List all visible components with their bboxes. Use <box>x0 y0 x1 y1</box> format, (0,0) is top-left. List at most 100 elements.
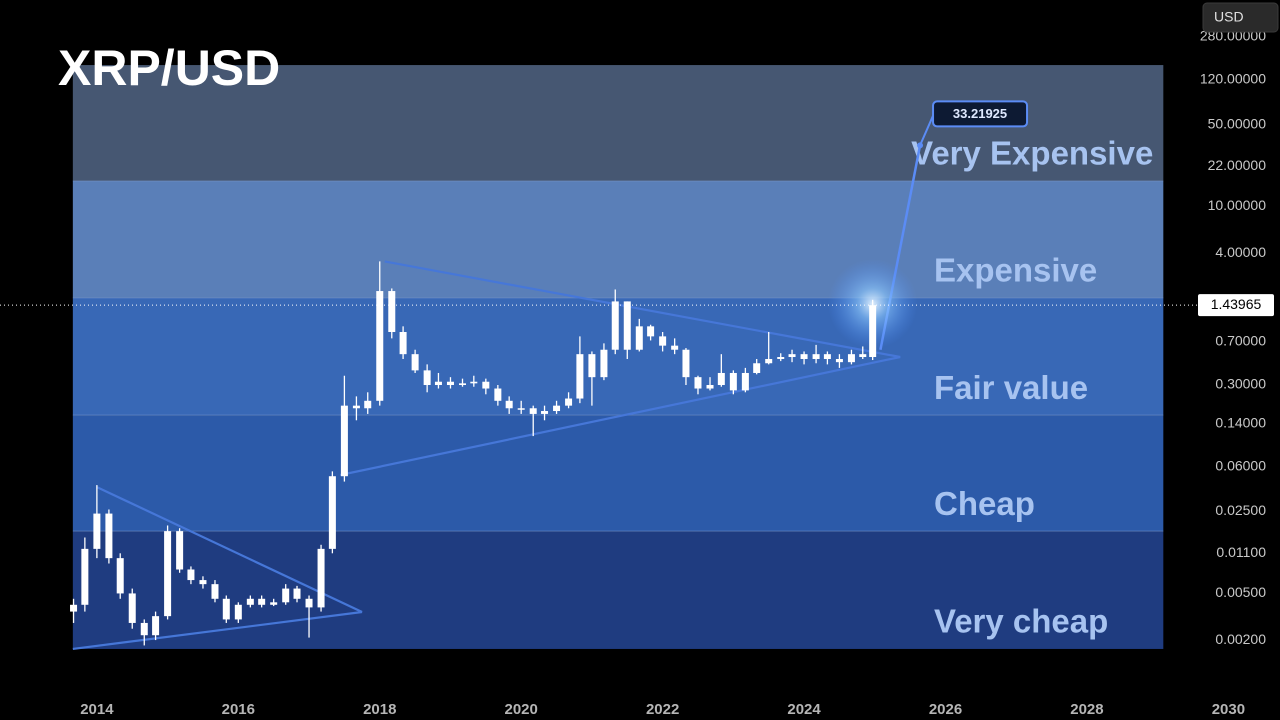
candle-body <box>800 354 808 360</box>
candle-body <box>270 602 278 605</box>
price-label: 1.43965 <box>1211 296 1262 312</box>
y-tick-label: 0.01100 <box>1216 544 1266 560</box>
candle-body <box>399 331 407 355</box>
candle-body <box>234 604 242 620</box>
y-tick-label: 4.00000 <box>1215 244 1266 260</box>
candle-body <box>694 377 702 389</box>
y-tick-label: 0.06000 <box>1215 458 1266 474</box>
candle-body <box>494 388 502 401</box>
candle-body <box>600 349 608 378</box>
candle-body <box>717 372 725 386</box>
candle-body <box>376 291 384 401</box>
y-tick-label: 0.00500 <box>1215 584 1266 600</box>
candle-body <box>777 357 785 360</box>
y-tick-label: 0.02500 <box>1215 502 1266 518</box>
candle-body <box>788 354 796 358</box>
trendline <box>384 260 901 359</box>
candle-body <box>434 381 442 386</box>
y-tick-label: 120.00000 <box>1200 71 1266 87</box>
candle-body <box>423 370 431 386</box>
y-tick-label: 10.00000 <box>1208 197 1267 213</box>
candle-body <box>81 548 89 605</box>
currency-button-bg[interactable] <box>1202 2 1279 33</box>
callout-box <box>932 100 1029 128</box>
candle-body <box>411 354 419 371</box>
candle-body <box>293 588 301 599</box>
valuation-band <box>72 531 1164 649</box>
y-tick-label: 0.14000 <box>1215 415 1266 431</box>
candle-body <box>282 588 290 603</box>
candle-body <box>565 398 573 406</box>
candle-body <box>105 513 113 559</box>
candle-body <box>588 354 596 378</box>
candle-body <box>541 411 549 414</box>
currency-button[interactable]: USD <box>1202 2 1279 33</box>
candle-body <box>199 580 207 585</box>
x-tick-label: 2030 <box>1212 701 1245 718</box>
currency-button-label[interactable]: USD <box>1214 9 1244 25</box>
band-label: Cheap <box>934 485 1035 522</box>
candle-body <box>93 513 101 549</box>
candle-body <box>847 354 855 363</box>
valuation-band <box>72 181 1164 298</box>
candle-body <box>671 345 679 350</box>
candle-body <box>823 354 831 360</box>
candle-body <box>835 359 843 363</box>
candle-body <box>258 598 266 605</box>
band-label: Expensive <box>934 252 1097 289</box>
callout-leader <box>919 113 935 146</box>
candle-body <box>741 372 749 391</box>
x-tick-label: 2018 <box>363 701 396 718</box>
x-tick-label: 2024 <box>787 701 821 718</box>
candle-body <box>706 385 714 389</box>
candle-body <box>859 354 867 358</box>
x-tick-label: 2022 <box>646 701 679 718</box>
x-tick-label: 2020 <box>505 701 538 718</box>
chart-title: XRP/USD <box>58 40 280 96</box>
candle-body <box>446 381 454 386</box>
candle-body <box>765 359 773 364</box>
candle-body <box>812 354 820 360</box>
candle-body <box>505 400 513 409</box>
x-tick-label: 2016 <box>222 701 255 718</box>
candle-body <box>364 400 372 409</box>
candle-body <box>152 616 160 636</box>
y-tick-label: 0.30000 <box>1215 376 1266 392</box>
candle-body <box>682 349 690 378</box>
candle-body <box>470 381 478 384</box>
band-label: Very Expensive <box>911 135 1153 172</box>
candle-body <box>211 584 219 599</box>
candle-body <box>352 405 360 409</box>
candle-body <box>611 301 619 350</box>
x-tick-label: 2014 <box>80 701 114 718</box>
candle-body <box>529 408 537 414</box>
candle-body <box>317 548 325 608</box>
band-label: Fair value <box>934 369 1088 406</box>
price-label-bg <box>1198 294 1274 317</box>
y-tick-label: 0.00200 <box>1215 631 1266 647</box>
candle-body <box>869 305 877 358</box>
trendline <box>72 610 363 651</box>
y-tick-label: 50.00000 <box>1208 115 1267 131</box>
x-tick-label: 2028 <box>1070 701 1103 718</box>
candle-body <box>517 408 525 410</box>
candle-body <box>187 569 195 581</box>
candle-body <box>482 381 490 389</box>
bands: Very cheap Cheap Fair value Expensive Very E… <box>72 65 1164 649</box>
candle-body <box>623 301 631 350</box>
candle-body <box>140 622 148 636</box>
trendline <box>339 355 901 477</box>
candle-body <box>305 598 313 608</box>
candles <box>70 258 918 646</box>
candle-body <box>328 476 336 549</box>
candle-body <box>222 598 230 620</box>
candle-body <box>176 531 184 570</box>
candle-body <box>753 363 761 373</box>
callout-label: 33.21925 <box>953 106 1007 121</box>
candle-body <box>246 598 254 605</box>
candle-body <box>128 593 136 623</box>
valuation-band <box>72 415 1164 532</box>
band-label: Very cheap <box>934 603 1108 640</box>
candle-body <box>458 383 466 386</box>
